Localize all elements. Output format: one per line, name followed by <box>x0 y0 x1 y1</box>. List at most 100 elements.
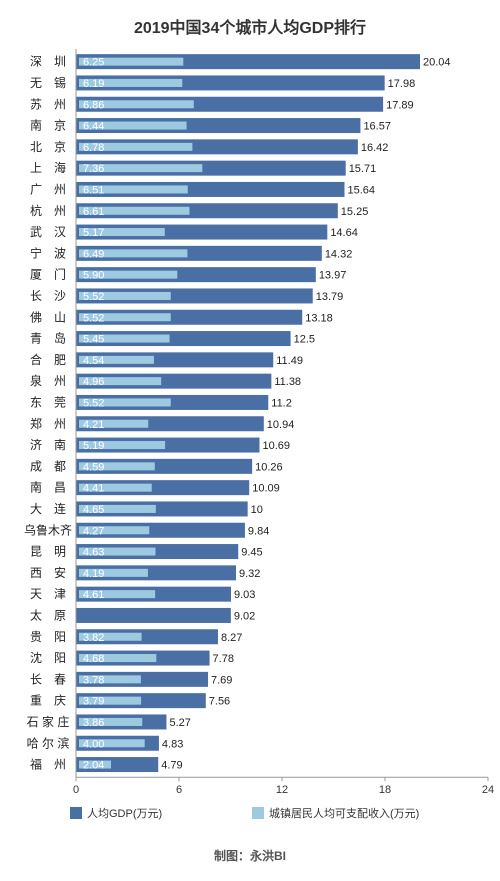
gdp-value-label: 15.64 <box>347 184 375 196</box>
category-label: 青 岛 <box>30 331 66 346</box>
gdp-value-label: 14.32 <box>325 248 353 260</box>
income-value-label: 5.52 <box>83 312 104 324</box>
income-value-label: 3.82 <box>83 632 104 644</box>
income-bar <box>79 377 162 386</box>
category-label: 天 津 <box>30 587 66 601</box>
income-bar <box>79 228 165 237</box>
income-value-label: 5.52 <box>83 397 104 409</box>
income-bar <box>79 291 171 300</box>
gdp-value-label: 15.25 <box>341 206 369 218</box>
category-label: 杭 州 <box>30 203 66 218</box>
income-bar <box>79 313 171 322</box>
category-label: 南 京 <box>30 118 66 133</box>
income-bar <box>79 398 171 407</box>
income-bar <box>79 739 145 748</box>
category-label: 宁 波 <box>30 245 66 260</box>
category-label: 深 圳 <box>30 55 66 69</box>
income-bar <box>79 142 193 151</box>
income-value-label: 4.19 <box>83 568 104 580</box>
category-label: 东 莞 <box>30 395 66 409</box>
gdp-value-label: 4.79 <box>161 760 182 772</box>
income-bar <box>79 547 156 556</box>
category-label: 厦 门 <box>30 267 66 282</box>
income-bar <box>79 121 187 130</box>
income-value-label: 6.49 <box>83 248 104 260</box>
category-label: 大 连 <box>30 501 66 516</box>
x-tick-label: 12 <box>276 784 288 796</box>
category-label: 郑 州 <box>30 416 66 431</box>
income-bar <box>79 717 143 726</box>
category-label: 西 安 <box>30 565 66 580</box>
gdp-value-label: 15.71 <box>349 163 377 175</box>
gdp-value-label: 17.89 <box>386 99 414 111</box>
income-bar <box>79 632 142 641</box>
category-label: 北 京 <box>30 140 66 154</box>
category-label: 南 昌 <box>30 480 66 495</box>
income-value-label: 2.04 <box>83 760 104 772</box>
income-value-label: 4.21 <box>83 419 104 431</box>
income-bar <box>79 526 150 535</box>
income-bar <box>79 675 141 684</box>
chart-credit: 制图：永洪BI <box>213 849 286 863</box>
income-bar <box>79 355 154 364</box>
gdp-value-label: 12.5 <box>294 334 315 346</box>
income-value-label: 4.68 <box>83 653 104 665</box>
income-value-label: 4.61 <box>83 589 104 601</box>
income-value-label: 5.17 <box>83 227 104 239</box>
legend-swatch-gdp <box>70 807 82 819</box>
chart-title: 2019中国34个城市人均GDP排行 <box>133 20 367 37</box>
income-value-label: 4.96 <box>83 376 104 388</box>
income-bar <box>79 483 152 492</box>
gdp-value-label: 10 <box>251 504 263 516</box>
gdp-value-label: 8.27 <box>221 632 242 644</box>
income-bar <box>79 696 142 705</box>
income-value-label: 4.00 <box>83 738 104 750</box>
gdp-value-label: 10.69 <box>263 440 291 452</box>
bars-group: 深 圳 20.04 6.25 无 锡 17.98 6.19 苏 州 17.89 6.86 南 京 1… <box>24 54 451 773</box>
income-bar <box>79 760 112 769</box>
income-value-label: 4.27 <box>83 525 104 537</box>
category-label: 太 原 <box>30 607 66 622</box>
x-tick-label: 24 <box>482 784 494 796</box>
category-label: 贵 阳 <box>30 630 66 644</box>
income-value-label: 6.51 <box>83 184 104 196</box>
gdp-value-label: 9.32 <box>239 568 260 580</box>
category-label: 福 州 <box>30 757 66 772</box>
x-axis: 0 6 12 18 24 <box>73 49 494 796</box>
category-label: 长 春 <box>30 672 66 686</box>
category-label: 成 都 <box>30 459 66 473</box>
gdp-value-label: 9.84 <box>248 525 269 537</box>
legend-item-gdp: 人均GDP(万元) <box>70 805 162 821</box>
income-value-label: 4.59 <box>83 461 104 473</box>
income-value-label: 6.78 <box>83 142 104 154</box>
income-bar <box>79 419 149 428</box>
category-label: 武 汉 <box>30 225 66 239</box>
income-value-label: 5.90 <box>83 270 104 282</box>
gdp-value-label: 16.42 <box>361 142 389 154</box>
income-value-label: 6.19 <box>83 78 104 90</box>
category-label: 上 海 <box>30 160 66 175</box>
income-bar <box>79 568 148 577</box>
income-bar <box>79 270 178 279</box>
category-label: 重 庆 <box>30 694 66 708</box>
category-label: 济 南 <box>30 437 66 452</box>
income-bar <box>79 164 203 173</box>
income-bar <box>79 334 170 343</box>
gdp-value-label: 11.2 <box>271 397 292 409</box>
legend-swatch-income <box>252 807 264 819</box>
category-label: 泉 州 <box>30 374 66 388</box>
gdp-value-label: 10.26 <box>255 461 283 473</box>
income-bar <box>79 249 188 258</box>
gdp-value-label: 7.69 <box>211 674 232 686</box>
gdp-value-label: 5.27 <box>169 717 190 729</box>
income-value-label: 5.52 <box>83 291 104 303</box>
income-bar <box>79 57 184 66</box>
income-bar <box>79 590 156 599</box>
category-label: 石 家 庄 <box>27 714 70 729</box>
gdp-value-label: 7.56 <box>209 696 230 708</box>
category-label: 长 沙 <box>30 289 66 303</box>
income-value-label: 4.41 <box>83 483 104 495</box>
income-bar <box>79 78 183 87</box>
gdp-value-label: 4.83 <box>162 738 183 750</box>
legend-item-income: 城镇居民人均可支配收入(万元) <box>252 805 419 821</box>
